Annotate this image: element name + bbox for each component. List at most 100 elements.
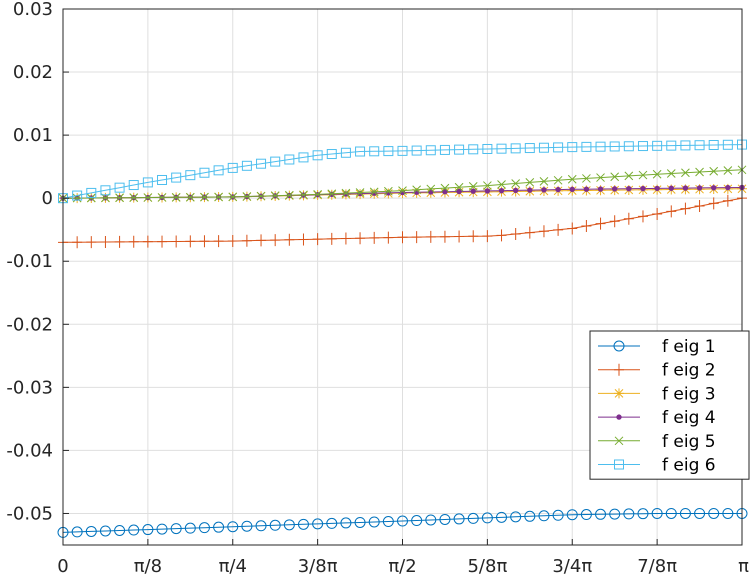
data-point bbox=[483, 181, 492, 190]
data-point bbox=[666, 205, 677, 218]
y-tick-label: 0.01 bbox=[13, 125, 53, 146]
data-point bbox=[326, 517, 338, 529]
y-tick-label: -0.01 bbox=[6, 251, 53, 272]
data-point bbox=[241, 234, 252, 247]
data-point bbox=[382, 516, 394, 528]
data-point bbox=[582, 174, 591, 183]
data-point bbox=[312, 518, 324, 530]
data-point bbox=[681, 168, 690, 178]
data-point bbox=[142, 524, 154, 536]
data-point bbox=[623, 212, 634, 225]
data-point bbox=[199, 235, 210, 248]
legend-item: f eig 3 bbox=[598, 384, 716, 404]
legend-label: f eig 6 bbox=[662, 456, 716, 476]
data-point bbox=[708, 139, 719, 150]
series-2 bbox=[58, 192, 747, 249]
data-point bbox=[538, 510, 550, 522]
data-point bbox=[411, 515, 423, 527]
data-point bbox=[654, 185, 660, 192]
data-point bbox=[609, 215, 620, 228]
data-point bbox=[355, 232, 366, 245]
data-point bbox=[454, 144, 465, 155]
data-point bbox=[86, 187, 97, 198]
legend: f eig 1 f eig 2 f eig 3 f eig 4 f eig 5 f eig… bbox=[589, 330, 750, 480]
data-point bbox=[411, 231, 422, 244]
data-point bbox=[541, 187, 547, 193]
x-tick-label: π bbox=[738, 556, 749, 577]
data-point bbox=[340, 517, 352, 529]
data-point bbox=[170, 523, 182, 535]
data-point bbox=[538, 225, 549, 238]
data-point bbox=[355, 146, 366, 157]
data-point bbox=[597, 186, 604, 192]
data-point bbox=[312, 150, 323, 161]
data-point bbox=[284, 190, 294, 200]
data-point bbox=[613, 340, 625, 352]
data-point bbox=[157, 235, 168, 248]
data-point bbox=[510, 511, 522, 523]
data-point bbox=[652, 207, 663, 220]
data-point bbox=[496, 511, 508, 523]
x-tick-label: 3/8π bbox=[298, 556, 338, 577]
data-point bbox=[368, 516, 380, 528]
data-point bbox=[200, 192, 209, 202]
data-point bbox=[227, 235, 238, 248]
data-point bbox=[497, 180, 506, 189]
data-point bbox=[340, 232, 351, 245]
data-point bbox=[256, 191, 266, 201]
data-point bbox=[680, 140, 691, 151]
data-point bbox=[609, 508, 621, 520]
data-point bbox=[668, 185, 674, 191]
data-point bbox=[326, 232, 337, 245]
data-point bbox=[498, 187, 505, 194]
data-point bbox=[614, 363, 624, 376]
data-point bbox=[242, 192, 252, 201]
data-point bbox=[595, 217, 606, 230]
data-point bbox=[637, 210, 648, 223]
data-point bbox=[640, 185, 646, 192]
data-point bbox=[666, 140, 677, 151]
data-point bbox=[142, 177, 153, 188]
data-point bbox=[213, 521, 225, 533]
data-point bbox=[652, 140, 663, 151]
data-point bbox=[157, 174, 168, 185]
data-point bbox=[171, 172, 182, 183]
data-point bbox=[213, 235, 224, 248]
data-point bbox=[354, 516, 366, 528]
data-point bbox=[270, 234, 281, 247]
data-point bbox=[552, 509, 564, 521]
data-point bbox=[637, 141, 648, 152]
data-point bbox=[623, 508, 635, 520]
legend-item: f eig 1 bbox=[598, 337, 716, 357]
data-point bbox=[524, 143, 535, 154]
data-point bbox=[269, 519, 281, 531]
data-point bbox=[595, 141, 606, 152]
y-tick-label: 0.03 bbox=[13, 0, 53, 20]
data-point bbox=[567, 174, 577, 184]
data-point bbox=[637, 508, 649, 520]
data-point bbox=[511, 179, 521, 188]
data-point bbox=[527, 187, 533, 193]
legend-label: f eig 5 bbox=[662, 432, 716, 452]
data-point bbox=[86, 236, 97, 249]
series-5 bbox=[58, 165, 747, 203]
data-point bbox=[468, 144, 479, 155]
data-point bbox=[255, 520, 267, 532]
data-point bbox=[567, 222, 578, 235]
data-point bbox=[213, 165, 224, 176]
data-point bbox=[383, 231, 394, 244]
x-tick-label: 3/4π bbox=[552, 556, 592, 577]
y-tick-label: -0.04 bbox=[6, 440, 53, 461]
data-point bbox=[709, 166, 719, 176]
data-point bbox=[100, 185, 111, 196]
data-point bbox=[651, 507, 663, 519]
data-point bbox=[481, 512, 493, 524]
data-point bbox=[355, 188, 365, 197]
data-point bbox=[312, 233, 323, 246]
data-point bbox=[614, 388, 624, 399]
legend-box bbox=[589, 330, 750, 480]
data-point bbox=[383, 146, 394, 157]
legend-item: f eig 5 bbox=[598, 432, 716, 452]
grid bbox=[62, 8, 743, 545]
data-point bbox=[86, 193, 96, 203]
